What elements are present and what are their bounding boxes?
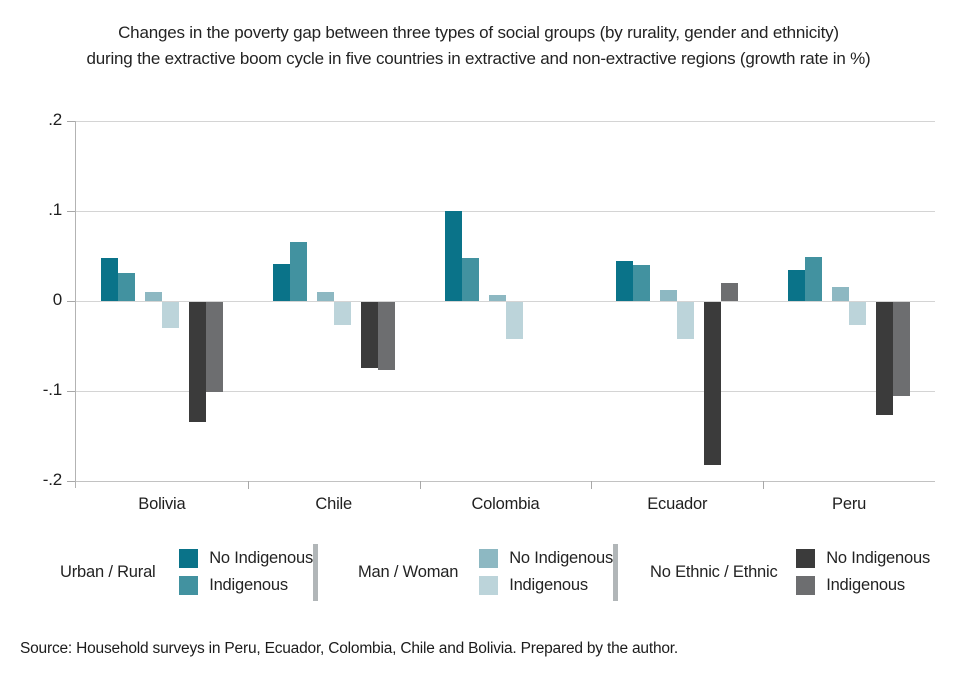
figure-title-line-1: Changes in the poverty gap between three…: [118, 23, 839, 42]
x-axis-tick: [591, 481, 593, 489]
bar: [849, 302, 867, 326]
bar: [117, 273, 135, 301]
legend-swatch: [179, 549, 199, 568]
bar: [360, 302, 378, 368]
bar: [505, 302, 523, 339]
figure-title-line-2: during the extractive boom cycle in five…: [86, 49, 871, 69]
plot-area: .2 .1 0 -.1 -.2 Bolivia Chile Colombia Ecuador Pe…: [43, 110, 935, 513]
legend-item-label: Indigenous: [209, 576, 288, 594]
bar-group: [100, 121, 223, 481]
legend-item-label: No Indigenous: [509, 549, 613, 567]
legend-group-label: Man / Woman: [358, 562, 459, 581]
legend-group: Urban / Rural No Indigenous Indigenous: [60, 541, 313, 603]
legend-swatch: [796, 549, 816, 568]
legend-item-label: No Indigenous: [826, 549, 930, 567]
legend-group-label: Urban / Rural: [60, 562, 156, 581]
legend-group: Man / Woman No Indigenous Indigenous: [318, 541, 613, 603]
x-axis-category-label: Peru: [832, 495, 867, 513]
bar: [316, 292, 334, 301]
legend-items: No Indigenous Indigenous: [796, 549, 930, 595]
source-note: Source: Household surveys in Peru, Ecuad…: [20, 640, 679, 657]
bar: [704, 302, 722, 465]
y-axis-tick-label: -.1: [42, 380, 62, 399]
bar: [188, 302, 206, 422]
figure-title: Changes in the poverty gap between three…: [0, 20, 957, 73]
bar: [100, 257, 118, 301]
bar: [289, 241, 307, 301]
legend-item: No Indigenous: [479, 549, 613, 568]
bar: [805, 256, 823, 301]
y-axis-tick-label: -.2: [42, 470, 62, 489]
bar: [876, 302, 894, 415]
x-axis-tick: [247, 481, 249, 489]
legend-item: Indigenous: [479, 576, 613, 595]
bar: [677, 302, 695, 339]
bar: [893, 302, 911, 396]
legend-swatch: [796, 576, 816, 595]
bar: [333, 302, 351, 326]
gridline: [76, 211, 935, 212]
legend-swatch: [479, 576, 499, 595]
y-axis-line: [75, 121, 76, 488]
gridline: [76, 391, 935, 392]
bar: [616, 261, 634, 301]
y-axis-tick: [67, 481, 75, 482]
legend-swatch: [479, 549, 499, 568]
y-axis-tick: [67, 391, 75, 392]
bar: [832, 286, 850, 301]
chart-legend: Urban / Rural No Indigenous Indigenous M…: [60, 541, 936, 603]
bar: [444, 211, 462, 301]
legend-item: Indigenous: [796, 576, 930, 595]
legend-item: No Indigenous: [179, 549, 313, 568]
legend-items: No Indigenous Indigenous: [179, 549, 313, 595]
bar-group: [272, 121, 395, 481]
legend-item-label: No Indigenous: [209, 549, 313, 567]
bar-group: [444, 121, 567, 481]
gridline: [76, 481, 935, 482]
bar: [633, 265, 651, 301]
legend-divider: [613, 543, 618, 601]
gridline: [76, 301, 935, 302]
y-axis-tick: [67, 211, 75, 212]
bar: [488, 294, 506, 301]
x-axis-category-label: Chile: [315, 495, 352, 513]
y-axis-tick: [67, 301, 75, 302]
bar: [660, 290, 678, 301]
bar-group: [788, 121, 911, 481]
x-axis-category-label: Colombia: [471, 495, 540, 513]
bar-group: [616, 121, 739, 481]
gridline: [76, 121, 935, 122]
legend-group: No Ethnic / Ethnic No Indigenous Indigen…: [618, 541, 930, 603]
bar: [788, 270, 806, 301]
x-axis-tick: [763, 481, 765, 489]
legend-swatch: [179, 576, 199, 595]
y-axis-tick-label: .2: [48, 110, 62, 129]
legend-item-label: Indigenous: [509, 576, 588, 594]
x-axis-category-label: Bolivia: [138, 495, 186, 513]
bar: [272, 264, 290, 301]
legend-item: No Indigenous: [796, 549, 930, 568]
x-axis-tick: [419, 481, 421, 489]
y-axis-tick-label: .1: [48, 200, 62, 219]
legend-item: Indigenous: [179, 576, 313, 595]
bar: [144, 292, 162, 301]
x-axis-category-label: Ecuador: [647, 495, 708, 513]
legend-item-label: Indigenous: [826, 576, 905, 594]
y-axis-tick: [67, 121, 75, 122]
bar: [721, 283, 739, 301]
legend-divider: [313, 543, 318, 601]
legend-items: No Indigenous Indigenous: [479, 549, 613, 595]
y-axis-tick-label: 0: [52, 290, 62, 309]
legend-group-label: No Ethnic / Ethnic: [650, 562, 778, 581]
bar: [461, 257, 479, 301]
bar: [377, 302, 395, 371]
bar: [205, 302, 223, 392]
bar: [161, 302, 179, 329]
